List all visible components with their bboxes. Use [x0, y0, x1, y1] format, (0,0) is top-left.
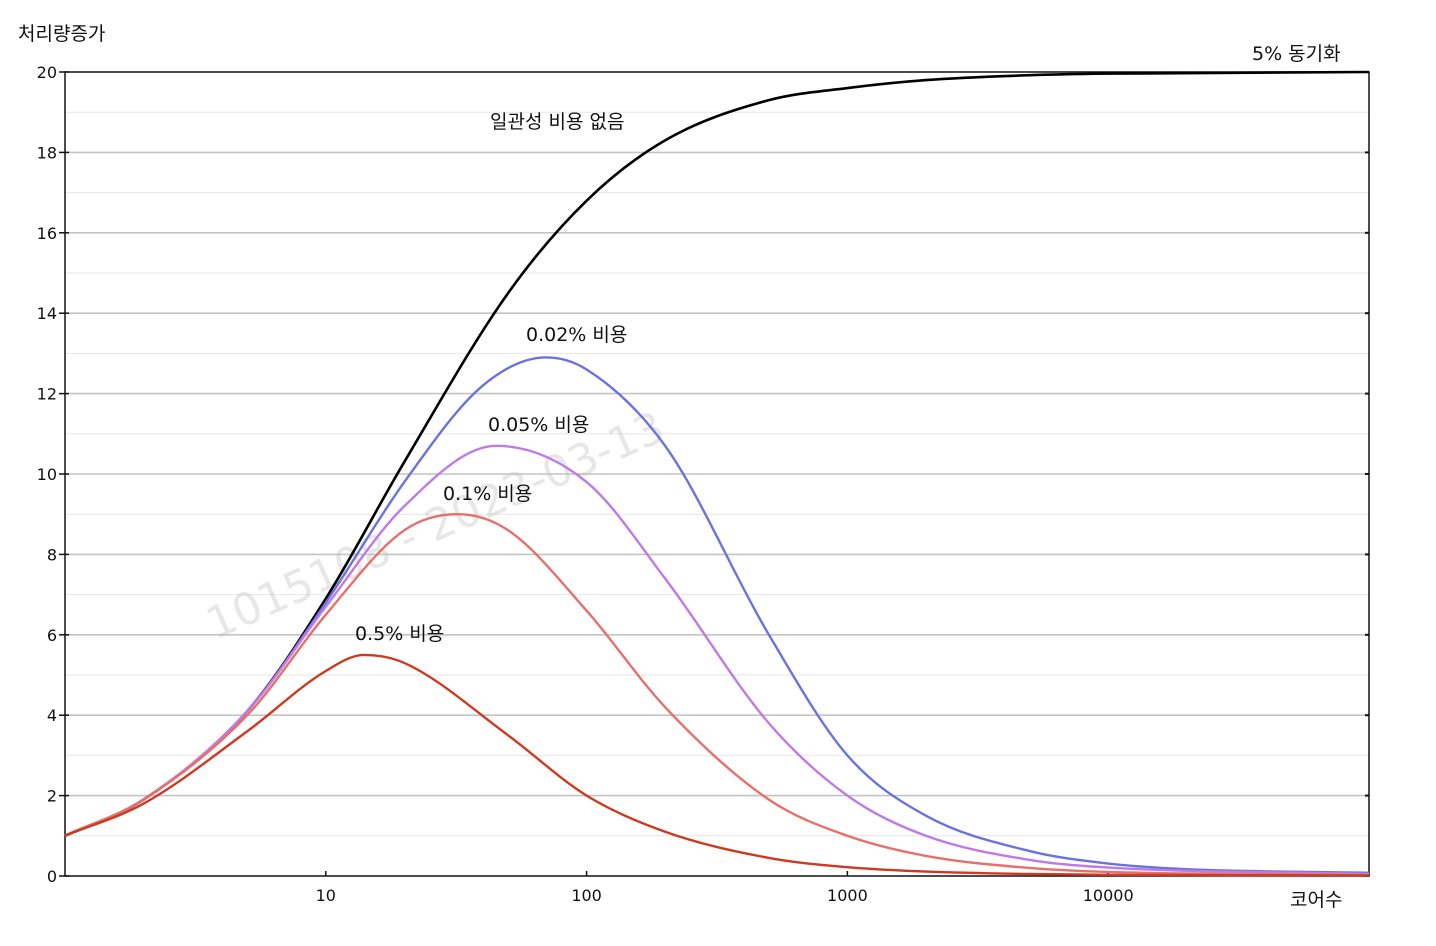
series-label-5: 0.5% 비용 [355, 623, 444, 645]
axis-ticks: 0 2 4 6 8 10 12 14 16 18 20 10 100 1000 10000 [37, 63, 1369, 905]
y-axis-title: 처리량증가 [18, 23, 105, 45]
x-tick-label: 10000 [1083, 886, 1134, 905]
y-tick-label: 4 [47, 706, 57, 725]
x-tick-label: 1000 [827, 886, 868, 905]
x-tick-label: 100 [571, 886, 602, 905]
plot-frame [64, 71, 1370, 877]
y-tick-label: 20 [37, 63, 57, 82]
series-line-3 [64, 444, 1370, 876]
y-tick-label: 6 [47, 626, 57, 645]
series-label-2: 0.02% 비용 [526, 324, 627, 346]
chart-annotation: 5% 동기화 [1252, 43, 1341, 65]
y-tick-label: 0 [47, 867, 57, 886]
x-tick-label: 10 [316, 886, 336, 905]
y-tick-label: 8 [47, 545, 57, 564]
series-label-3: 0.05% 비용 [488, 414, 589, 436]
y-tick-label: 10 [37, 465, 57, 484]
series-labels: 일관성 비용 없음 0.02% 비용 0.05% 비용 0.1% 비용 0.5% 비용 [355, 111, 627, 645]
grid [65, 111, 1369, 837]
series-line-4 [64, 513, 1370, 876]
y-tick-label: 12 [37, 385, 57, 404]
series-label-1: 일관성 비용 없음 [490, 111, 624, 133]
series-label-4: 0.1% 비용 [443, 483, 532, 505]
series-lines [64, 70, 1370, 877]
series-line-5 [64, 653, 1370, 877]
y-tick-label: 2 [47, 787, 57, 806]
y-tick-label: 18 [37, 143, 57, 162]
y-tick-label: 14 [37, 304, 57, 323]
x-axis-title: 코어수 [1290, 889, 1342, 911]
y-tick-label: 16 [37, 224, 57, 243]
